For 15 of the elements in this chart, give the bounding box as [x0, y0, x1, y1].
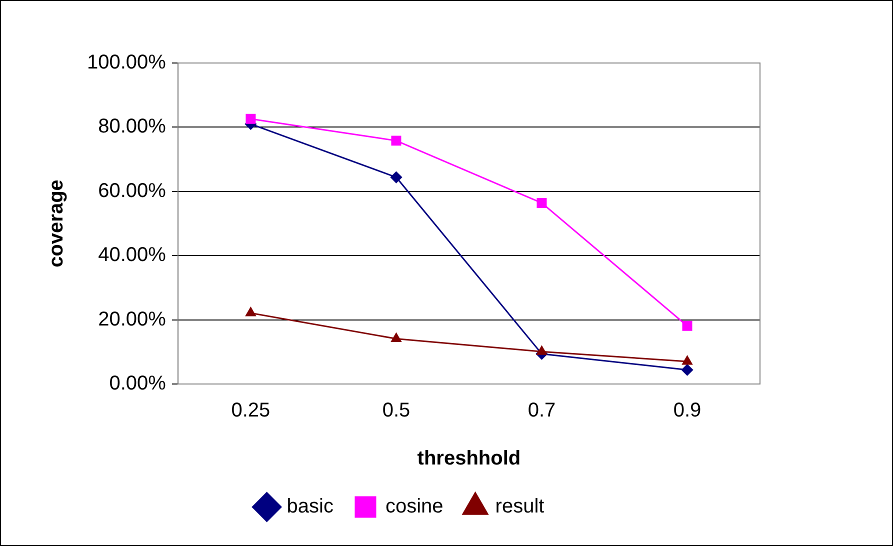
y-tick-label: 80.00% — [98, 116, 166, 138]
x-tick-label: 0.25 — [231, 400, 270, 422]
legend-label: cosine — [385, 496, 444, 518]
y-tick-label: 60.00% — [98, 180, 166, 202]
x-tick-label: 0.9 — [673, 400, 702, 422]
legend-label: basic — [286, 496, 334, 518]
y-axis-title: coverage — [46, 180, 68, 268]
x-tick-label: 0.5 — [382, 400, 410, 422]
x-axis-title: threshhold — [417, 448, 521, 470]
y-tick-label: 100.00% — [86, 52, 166, 74]
y-tick-label: 20.00% — [98, 308, 166, 330]
x-tick-label: 0.7 — [528, 400, 556, 422]
legend-label: result — [495, 496, 545, 518]
y-tick-label: 0.00% — [109, 372, 166, 395]
y-tick-label: 40.00% — [98, 244, 166, 266]
